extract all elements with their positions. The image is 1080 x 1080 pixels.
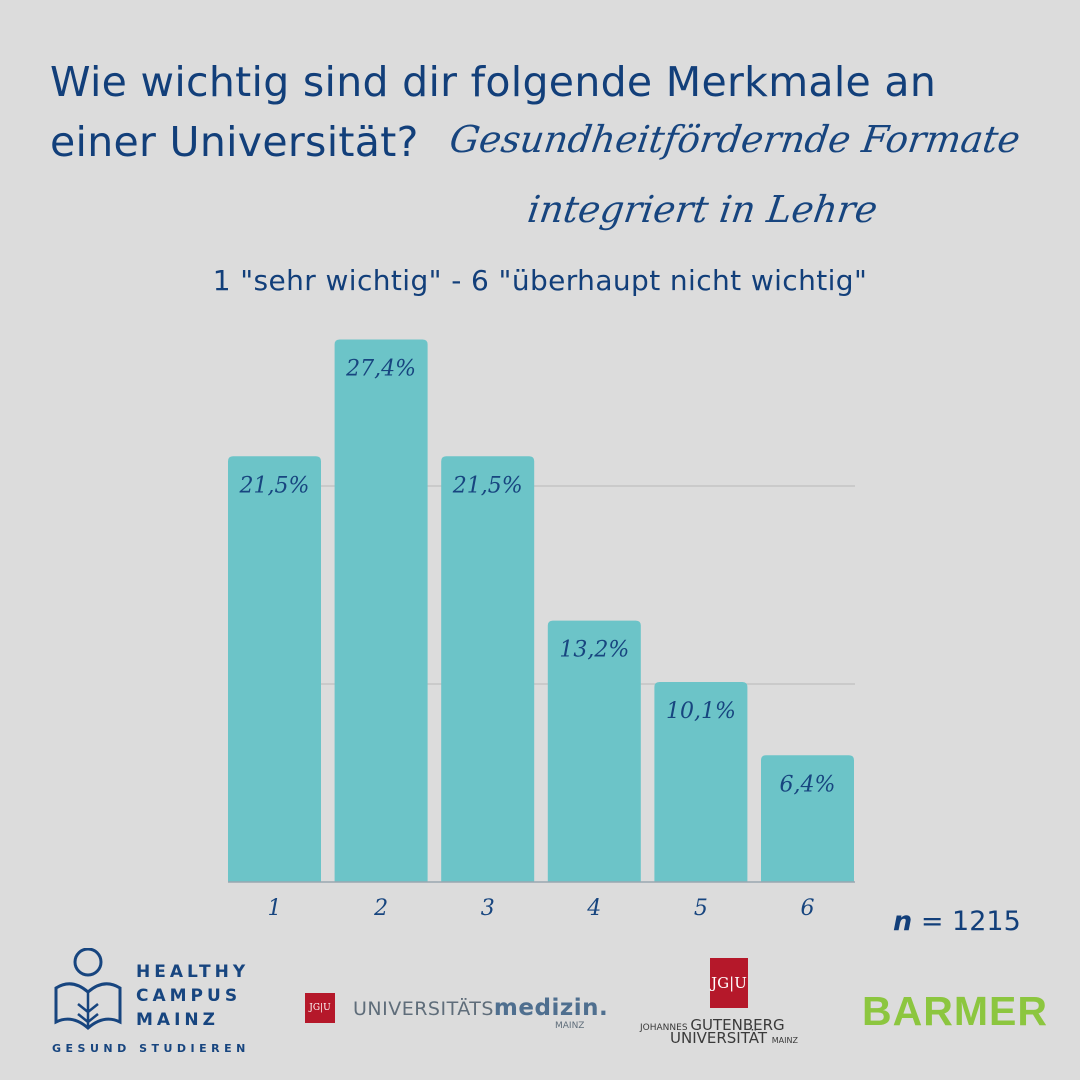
bar-3 [441, 456, 535, 882]
scale-subtitle: 1 "sehr wichtig" - 6 "überhaupt nicht wi… [212, 264, 868, 297]
healthy-campus-wordmark: HEALTHY CAMPUS MAINZ [136, 962, 250, 1030]
bar-1 [228, 456, 321, 882]
unimedizin-logo: JG|U UNIVERSITÄTSmedizin. MAINZ [305, 993, 609, 1043]
bar-2 [334, 339, 428, 883]
category-label-6: 6 [801, 896, 815, 921]
bar-4 [547, 620, 641, 882]
category-label-4: 4 [586, 896, 601, 921]
category-label-5: 5 [694, 896, 708, 921]
jgu-badge-small: JG|U [305, 993, 335, 1023]
sample-size: n = 1215 [893, 906, 1021, 937]
gutenberg-line-2: UNIVERSITÄT MAINZ [670, 1029, 798, 1047]
value-label-1: 21,5% [239, 473, 310, 498]
value-label-3: 21,5% [452, 473, 523, 498]
bar-5 [654, 682, 748, 882]
unimedizin-sub: MAINZ [555, 1021, 585, 1031]
barmer-logo: BARMER [862, 988, 1048, 1034]
healthy-campus-tagline: GESUND STUDIEREN [52, 1042, 250, 1055]
gutenberg-university-logo: JG|U JOHANNES GUTENBERG UNIVERSITÄT MAIN… [640, 958, 810, 1058]
value-label-6: 6,4% [780, 772, 836, 797]
chart-title: Wie wichtig sind dir folgende Merkmale a… [50, 58, 937, 166]
jgu-badge-large: JG|U [710, 958, 748, 1008]
gutenberg-line-1: JOHANNES GUTENBERG [640, 1016, 785, 1034]
unimedizin-wordmark: UNIVERSITÄTSmedizin. [353, 995, 609, 1021]
value-label-5: 10,1% [666, 699, 736, 724]
category-label-2: 2 [373, 896, 388, 921]
reading-person-icon [54, 948, 122, 1030]
bar-6 [761, 755, 854, 882]
healthy-campus-logo: HEALTHY CAMPUS MAINZ GESUND STUDIEREN [50, 948, 250, 1063]
sample-size-value: = 1215 [920, 906, 1021, 937]
value-label-2: 27,4% [345, 356, 416, 381]
category-label-1: 1 [268, 896, 282, 921]
value-label-4: 13,2% [559, 638, 629, 663]
sample-size-symbol: n [893, 906, 913, 937]
category-label-3: 3 [481, 896, 495, 921]
